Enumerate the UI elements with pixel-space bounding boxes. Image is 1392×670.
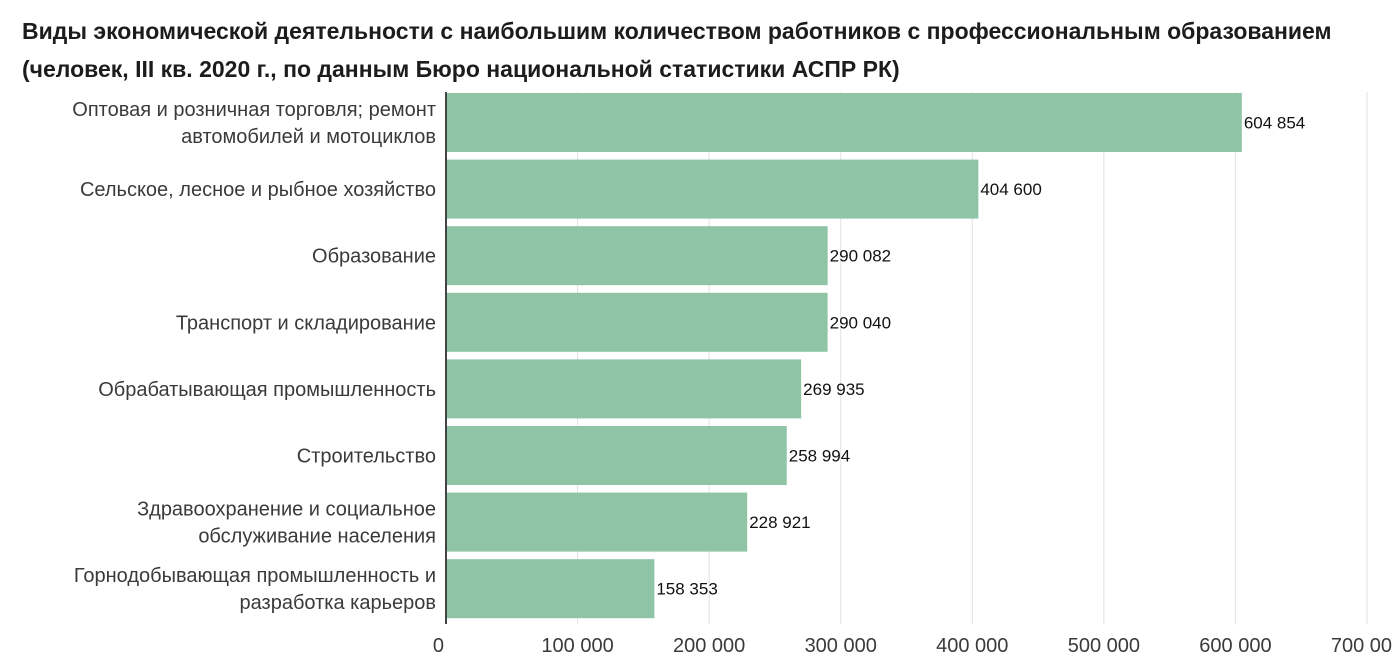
bar	[446, 426, 787, 485]
bar	[446, 159, 979, 219]
category-label: Строительство	[297, 446, 436, 468]
bar-value-label: 290 040	[830, 313, 891, 332]
category-label: Сельское, лесное и рыбное хозяйство	[80, 179, 436, 201]
bar-value-label: 604 854	[1244, 114, 1305, 133]
bar	[446, 93, 1242, 152]
bar	[446, 359, 802, 419]
category-label: Обрабатывающая промышленность	[98, 379, 436, 401]
category-label: Транспорт и складирование	[176, 312, 436, 334]
bar-value-label: 228 921	[749, 513, 810, 532]
bar	[446, 492, 748, 552]
bar	[446, 559, 655, 619]
category-label: обслуживание населения	[198, 526, 436, 548]
bar-value-label: 158 353	[656, 580, 717, 599]
category-label: Оптовая и розничная торговля; ремонт	[72, 99, 436, 121]
category-label: Здравоохранение и социальное	[137, 499, 436, 521]
x-tick-label: 600 000	[1199, 635, 1271, 657]
x-tick-label: 200 000	[673, 635, 745, 657]
x-tick-label: 0	[433, 635, 444, 657]
x-tick-label: 300 000	[805, 635, 877, 657]
chart-title: Виды экономической деятельности с наибол…	[22, 18, 1332, 82]
x-tick-label: 500 000	[1068, 635, 1140, 657]
category-label: разработка карьеров	[240, 592, 436, 614]
bar-value-label: 269 935	[803, 380, 864, 399]
x-tick-label: 100 000	[541, 635, 613, 657]
bar-value-label: 404 600	[980, 180, 1041, 199]
category-label: автомобилей и мотоциклов	[181, 126, 436, 148]
x-tick-label: 700 000	[1331, 635, 1392, 657]
bar	[446, 226, 828, 286]
x-tick-label: 400 000	[936, 635, 1008, 657]
category-label: Образование	[312, 246, 436, 268]
bar	[446, 292, 828, 352]
bar-value-label: 258 994	[789, 447, 850, 466]
category-label: Горнодобывающая промышленность и	[74, 565, 436, 587]
bar-value-label: 290 082	[830, 247, 891, 266]
